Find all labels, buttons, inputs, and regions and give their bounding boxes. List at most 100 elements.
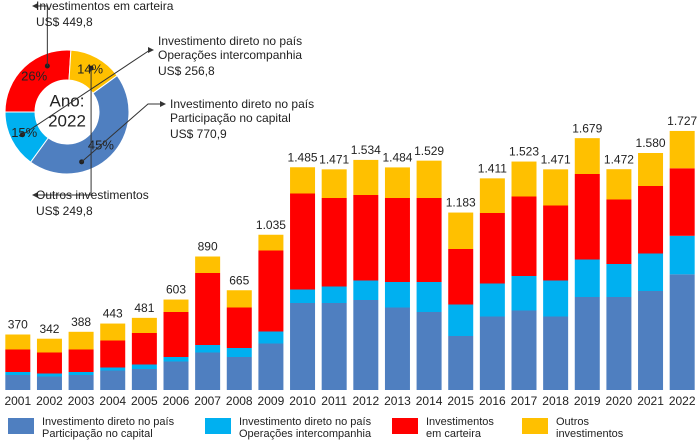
bar-segment xyxy=(511,196,537,276)
bar-segment xyxy=(543,280,569,317)
total-label: 1.580 xyxy=(636,136,666,150)
bar-segment xyxy=(131,369,157,390)
bar-segment xyxy=(448,304,474,336)
bar-segment xyxy=(226,357,252,390)
bar-segment xyxy=(100,367,126,371)
x-tick-label: 2021 xyxy=(637,394,664,408)
callout-line xyxy=(81,101,166,163)
bar-segment xyxy=(606,199,632,264)
bar-segment xyxy=(416,160,442,198)
x-tick-label: 2013 xyxy=(384,394,411,408)
donut-slice xyxy=(29,74,130,175)
x-tick-label: 2007 xyxy=(194,394,221,408)
bar-segment xyxy=(669,235,695,275)
total-label: 1.529 xyxy=(414,144,444,158)
total-label: 603 xyxy=(166,283,186,297)
bar-segment xyxy=(479,316,505,390)
bar-segment xyxy=(321,286,347,303)
bar-segment xyxy=(416,312,442,390)
bar-segment xyxy=(574,138,600,174)
bar-segment xyxy=(574,259,600,297)
x-tick-label: 2019 xyxy=(574,394,601,408)
bar-segment xyxy=(163,299,189,312)
x-tick-label: 2009 xyxy=(258,394,285,408)
total-label: 1.485 xyxy=(288,150,318,164)
bar-segment xyxy=(353,159,379,195)
callout-line xyxy=(32,3,48,67)
bar-segment xyxy=(353,280,379,300)
bar-segment xyxy=(68,331,94,350)
bar-segment xyxy=(36,376,62,390)
x-tick-label: 2016 xyxy=(479,394,506,408)
bar-segment xyxy=(195,345,221,353)
bar-segment xyxy=(321,198,347,287)
callout-line xyxy=(32,68,92,198)
bar-segment xyxy=(68,372,94,375)
bar-segment xyxy=(195,256,221,273)
x-tick-label: 2006 xyxy=(163,394,190,408)
bar-segment xyxy=(479,213,505,284)
x-tick-label: 2014 xyxy=(416,394,443,408)
bar-segment xyxy=(669,274,695,390)
total-label: 1.183 xyxy=(446,196,476,210)
total-label: 665 xyxy=(229,273,249,287)
total-label: 481 xyxy=(134,301,154,315)
bar-segment xyxy=(36,373,62,377)
bar-segment xyxy=(258,331,284,344)
x-tick-label: 2012 xyxy=(352,394,379,408)
x-tick-label: 2002 xyxy=(36,394,63,408)
bar-segment xyxy=(321,169,347,198)
bar-segment xyxy=(163,361,189,390)
bar-segment xyxy=(574,297,600,390)
bar-segment xyxy=(638,253,664,291)
callout-label: Outros investimentos xyxy=(36,188,149,202)
bar-segment xyxy=(606,169,632,200)
x-tick-label: 2011 xyxy=(321,394,347,408)
bar-segment xyxy=(68,375,94,390)
total-label: 1.472 xyxy=(604,152,634,166)
callout-amount: US$ 449,8 xyxy=(36,15,93,29)
legend-label: Outros investimentos xyxy=(556,416,624,440)
bar-segment xyxy=(290,289,316,303)
legend-swatch xyxy=(392,418,418,434)
legend-swatch xyxy=(8,418,34,434)
callout-label: Investimentos em carteira xyxy=(36,0,174,13)
bar-segment xyxy=(5,372,31,375)
bar-segment xyxy=(384,282,410,308)
total-label: 370 xyxy=(8,318,28,332)
bar-segment xyxy=(448,249,474,305)
bar-segment xyxy=(5,349,31,372)
legend-swatch xyxy=(205,418,231,434)
bar-segment xyxy=(638,186,664,254)
bar-segment xyxy=(163,357,189,362)
bar-segment xyxy=(5,375,31,390)
bar-segment xyxy=(606,297,632,390)
bar-segment xyxy=(36,338,62,353)
legend-label: Investimento direto no país Participação… xyxy=(42,416,175,440)
bar-segment xyxy=(100,340,126,368)
total-label: 1.471 xyxy=(541,153,571,167)
bar-segment xyxy=(479,178,505,213)
bar-segment xyxy=(638,153,664,186)
legend-label: Investimento direto no país Operações in… xyxy=(239,416,372,440)
total-label: 1.035 xyxy=(256,218,286,232)
bar-segment xyxy=(131,333,157,365)
total-label: 1.411 xyxy=(478,162,507,176)
bar-segment xyxy=(100,323,126,341)
x-tick-label: 2010 xyxy=(289,394,316,408)
bar-segment xyxy=(416,282,442,312)
total-label: 1.523 xyxy=(509,145,539,159)
x-tick-label: 2008 xyxy=(226,394,253,408)
bar-segment xyxy=(226,307,252,348)
bar-segment xyxy=(384,167,410,198)
bar-segment xyxy=(543,316,569,390)
bar-segment xyxy=(5,334,31,350)
total-label: 1.534 xyxy=(351,143,381,157)
bar-segment xyxy=(543,205,569,281)
bar-segment xyxy=(290,167,316,194)
bar-segment xyxy=(226,290,252,308)
total-label: 443 xyxy=(103,307,123,321)
bar-segment xyxy=(131,317,157,333)
x-tick-label: 2020 xyxy=(606,394,633,408)
